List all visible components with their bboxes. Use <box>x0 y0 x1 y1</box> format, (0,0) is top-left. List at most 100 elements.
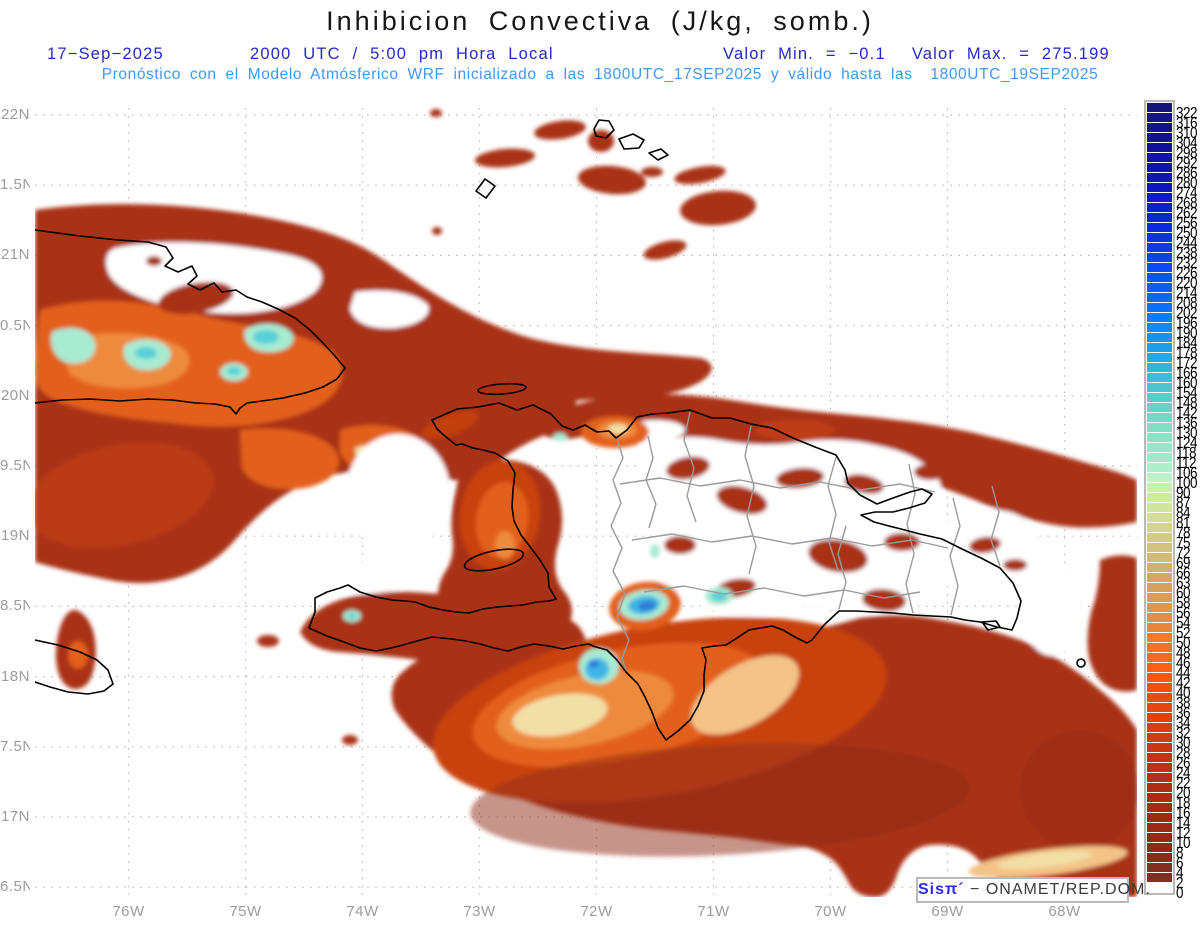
field-blob <box>643 240 687 260</box>
field-hole <box>1022 564 1082 656</box>
colorbar-tick-label: 4 <box>1176 863 1184 882</box>
colorbar-tick-label: 63 <box>1176 573 1191 592</box>
field-blob <box>666 456 710 480</box>
colorbar-tick-label: 66 <box>1176 563 1191 582</box>
field-blob <box>589 660 599 668</box>
colorbar-cell <box>1147 693 1172 702</box>
colorbar-cell <box>1147 833 1172 842</box>
colorbar-tick-label: 112 <box>1176 453 1197 472</box>
model-subtitle: Pronóstico con el Modelo Atmósferico WRF… <box>101 66 1099 83</box>
valor-max: Valor Max. = 275.199 <box>911 45 1110 63</box>
field-blob <box>470 743 970 857</box>
colorbar-cell <box>1147 593 1172 602</box>
colorbar-tick-label: 18 <box>1176 793 1191 812</box>
colorbar-cell <box>1147 143 1172 152</box>
lat-tick-label: 1.5N <box>0 176 30 194</box>
field-hole <box>940 509 1041 598</box>
colorbar-cell <box>1147 273 1172 282</box>
coast-saona <box>981 620 1001 631</box>
colorbar-tick-label: 81 <box>1176 513 1191 532</box>
field-blob <box>680 190 756 226</box>
lat-tick-label: 0.5N <box>0 316 30 334</box>
field-blob <box>641 167 663 177</box>
colorbar-tick-label: 20 <box>1176 783 1191 802</box>
colorbar-cell <box>1147 773 1172 782</box>
colorbar-cell <box>1147 123 1172 132</box>
colorbar-tick-label: 124 <box>1176 433 1198 452</box>
colorbar-cell <box>1147 333 1172 342</box>
field-blob <box>146 256 162 266</box>
field-blob <box>997 850 1093 870</box>
colorbar-cell <box>1147 543 1172 552</box>
colorbar-cell <box>1147 133 1172 142</box>
field-blob <box>608 424 628 434</box>
colorbar-tick-label: 298 <box>1176 143 1198 162</box>
colorbar-cell <box>1147 353 1172 362</box>
colorbar-tick-label: 2 <box>1176 873 1184 892</box>
field-blob <box>512 693 608 737</box>
lon-tick-label: 69W <box>931 903 964 920</box>
colorbar-tick-label: 172 <box>1176 353 1198 372</box>
colorbar-tick-label: 136 <box>1176 413 1198 432</box>
colorbar-cell <box>1147 483 1172 492</box>
colorbar-tick-label: 50 <box>1176 633 1191 652</box>
colorbar-cell <box>1147 753 1172 762</box>
colorbar-tick-label: 90 <box>1176 483 1191 502</box>
colorbar-cell <box>1147 383 1172 392</box>
lon-tick-label: 71W <box>697 903 730 920</box>
colorbar-tick-label: 78 <box>1176 523 1191 542</box>
colorbar-cell <box>1147 573 1172 582</box>
colorbar-tick-label: 72 <box>1176 543 1191 562</box>
lat-tick-label: 8.5N <box>0 597 30 615</box>
lat-tick-label: 9.5N <box>0 457 30 474</box>
colorbar-cell <box>1147 253 1172 262</box>
page-title: Inhibicion Convectiva (J/kg, somb.) <box>326 6 874 36</box>
field-blob <box>534 120 586 140</box>
colorbar-tick-label: 184 <box>1176 333 1198 352</box>
lat-tick-label: 17N <box>0 808 30 825</box>
field-blob <box>240 428 339 490</box>
colorbar-cell <box>1147 393 1172 402</box>
colorbar-cell <box>1147 783 1172 792</box>
onamet-org-text: − ONAMET/REP.DOM. <box>970 881 1151 898</box>
field-blob <box>430 109 442 117</box>
colorbar-tick-label: 52 <box>1176 623 1191 642</box>
colorbar-cell <box>1147 813 1172 822</box>
colorbar-cell <box>1147 323 1172 332</box>
colorbar-tick-label: 274 <box>1176 183 1198 202</box>
colorbar-cell <box>1147 843 1172 852</box>
lon-tick-label: 76W <box>112 903 145 920</box>
field-blob <box>418 361 577 481</box>
forecast-date: 17−Sep−2025 <box>47 45 164 63</box>
field-blob <box>578 165 646 195</box>
colorbar-tick-label: 160 <box>1176 373 1198 392</box>
field-blob <box>475 148 535 168</box>
colorbar-cell <box>1147 663 1172 672</box>
colorbar-cell <box>1147 743 1172 752</box>
colorbar-cell <box>1147 413 1172 422</box>
colorbar-cell <box>1147 453 1172 462</box>
colorbar-cell <box>1147 533 1172 542</box>
colorbar-tick-label: 166 <box>1176 363 1198 382</box>
field-hole <box>305 562 415 594</box>
lat-tick-label: 19N <box>0 527 30 545</box>
lon-tick-label: 72W <box>580 903 613 920</box>
lat-tick-label: 6.5N <box>0 878 30 896</box>
lon-tick-label: 75W <box>229 903 262 920</box>
coast-hispaniola <box>308 402 1022 741</box>
colorbar-tick-label: 106 <box>1176 463 1198 482</box>
colorbar-cell <box>1147 463 1172 472</box>
colorbar-cell <box>1147 853 1172 862</box>
colorbar-cell <box>1147 163 1172 172</box>
coast-islet <box>593 119 615 139</box>
field-blob <box>716 485 768 515</box>
colorbar-cell <box>1147 403 1172 412</box>
colorbar-tick-label: 24 <box>1176 763 1191 782</box>
colorbar-cell <box>1147 263 1172 272</box>
colorbar-tick-label: 54 <box>1176 613 1191 632</box>
colorbar-tick-label: 304 <box>1176 133 1198 152</box>
colorbar-tick-label: 26 <box>1176 753 1191 772</box>
colorbar-tick-label: 208 <box>1176 293 1198 312</box>
